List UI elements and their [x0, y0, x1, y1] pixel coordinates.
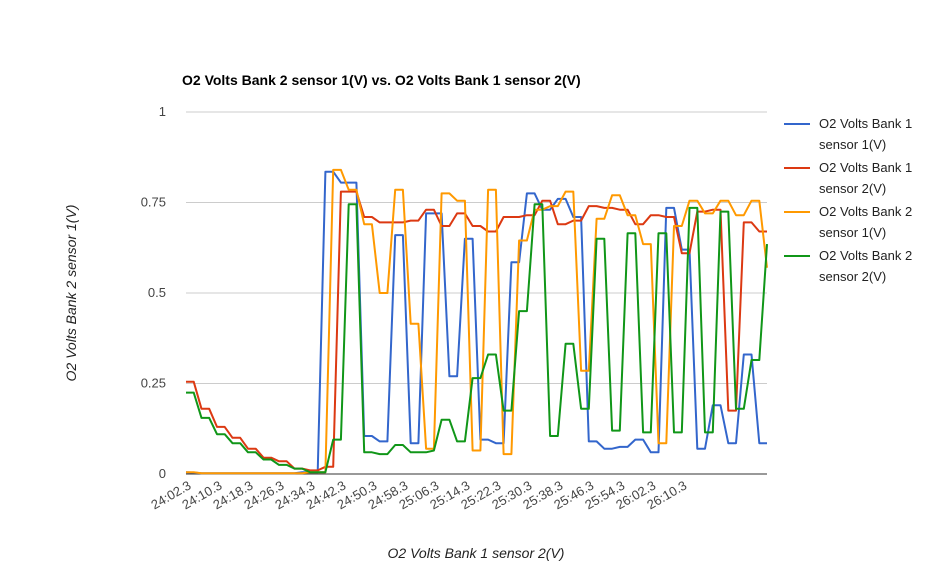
series-line-4 — [186, 203, 768, 474]
legend-label-4: O2 Volts Bank 2 sensor 2(V) — [819, 248, 912, 284]
y-axis-title: O2 Volts Bank 2 sensor 1(V) — [63, 205, 79, 382]
y-tick-label: 0.75 — [141, 195, 166, 210]
legend-label-3: O2 Volts Bank 2 sensor 1(V) — [819, 204, 912, 240]
y-axis: 0 0.25 0.5 0.75 1 — [141, 104, 166, 481]
legend-label-1: O2 Volts Bank 1 sensor 1(V) — [819, 116, 912, 152]
series-line-1 — [185, 170, 767, 475]
y-tick-label: 1 — [159, 104, 166, 119]
chart-title: O2 Volts Bank 2 sensor 1(V) vs. O2 Volts… — [182, 72, 581, 88]
x-axis-title: O2 Volts Bank 1 sensor 2(V) — [388, 545, 565, 561]
legend: O2 Volts Bank 1 sensor 1(V) O2 Volts Bank … — [784, 116, 912, 284]
grid — [186, 111, 767, 475]
series-line-2 — [186, 190, 767, 472]
y-tick-label: 0 — [159, 466, 166, 481]
legend-label-2: O2 Volts Bank 1 sensor 2(V) — [819, 160, 912, 196]
y-tick-label: 0.5 — [148, 285, 166, 300]
x-axis: 24:02.324:10.324:18.324:26.324:34.324:42… — [148, 478, 689, 513]
y-tick-label: 0.25 — [141, 376, 166, 391]
plot-area — [185, 168, 768, 475]
